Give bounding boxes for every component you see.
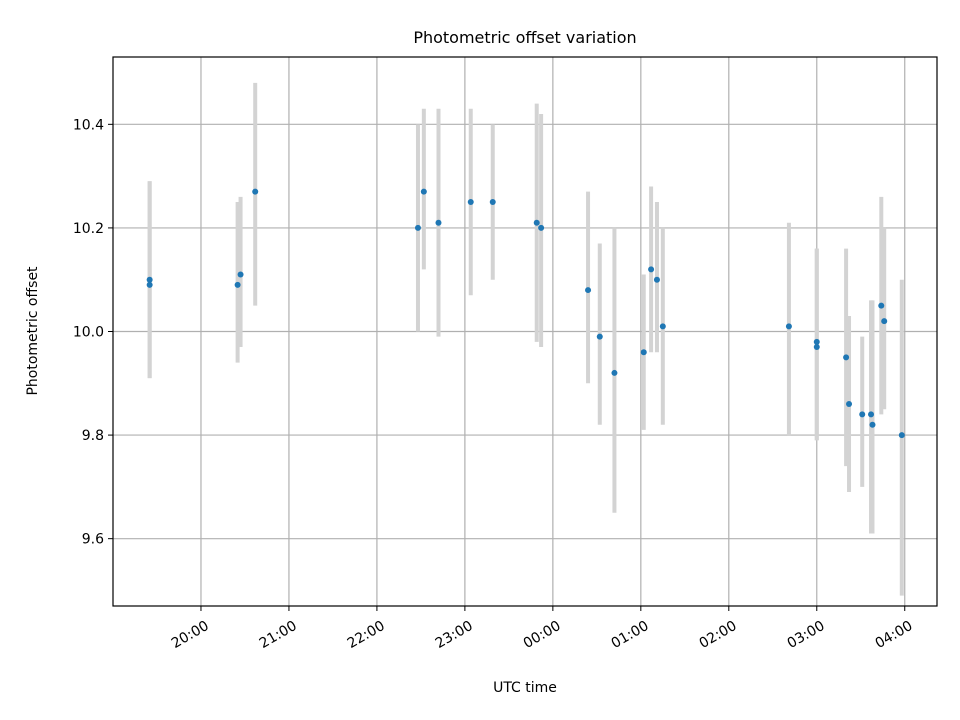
data-point bbox=[252, 188, 259, 195]
data-point bbox=[869, 421, 876, 428]
data-point bbox=[146, 281, 153, 288]
data-points bbox=[146, 188, 905, 439]
data-point bbox=[435, 219, 442, 226]
data-point bbox=[785, 323, 792, 330]
data-point bbox=[533, 219, 540, 226]
data-point bbox=[585, 287, 592, 294]
data-point bbox=[859, 411, 866, 418]
data-point bbox=[878, 302, 885, 309]
data-point bbox=[596, 333, 603, 340]
data-point bbox=[237, 271, 244, 278]
x-tick-label: 03:00 bbox=[785, 618, 828, 652]
y-axis: 9.6 9.8 10.0 10.2 10.4 bbox=[73, 117, 113, 548]
data-point bbox=[881, 318, 888, 325]
data-point bbox=[611, 369, 618, 376]
data-point bbox=[846, 401, 853, 408]
x-axis: 20:00 21:00 22:00 23:00 00:00 01:00 02:00 03:00… bbox=[169, 606, 916, 652]
data-point bbox=[414, 224, 421, 231]
data-point bbox=[898, 432, 905, 439]
x-tick-label: 04:00 bbox=[873, 618, 916, 652]
data-point bbox=[813, 338, 820, 345]
data-point bbox=[813, 344, 820, 351]
y-tick-label: 10.4 bbox=[73, 117, 104, 133]
x-tick-label: 23:00 bbox=[433, 618, 476, 652]
x-axis-label: UTC time bbox=[493, 680, 557, 696]
data-point bbox=[234, 281, 241, 288]
y-tick-label: 9.8 bbox=[82, 428, 104, 444]
data-point bbox=[640, 349, 647, 356]
x-tick-label: 02:00 bbox=[697, 618, 740, 652]
data-point bbox=[653, 276, 660, 283]
y-axis-label: Photometric offset bbox=[25, 266, 41, 396]
grid bbox=[113, 57, 937, 606]
data-point bbox=[146, 276, 153, 283]
data-point bbox=[489, 199, 496, 206]
data-point bbox=[648, 266, 655, 273]
data-point bbox=[843, 354, 850, 361]
data-point bbox=[538, 224, 545, 231]
y-tick-label: 9.6 bbox=[82, 532, 104, 548]
y-tick-label: 10.0 bbox=[73, 325, 104, 341]
data-point bbox=[420, 188, 427, 195]
y-tick-label: 10.2 bbox=[73, 221, 104, 237]
x-tick-label: 00:00 bbox=[521, 618, 564, 652]
x-tick-label: 22:00 bbox=[345, 618, 388, 652]
x-tick-label: 20:00 bbox=[169, 618, 212, 652]
data-point bbox=[467, 199, 474, 206]
x-tick-label: 01:00 bbox=[609, 618, 652, 652]
chart-title: Photometric offset variation bbox=[413, 28, 636, 47]
data-point bbox=[659, 323, 666, 330]
x-tick-label: 21:00 bbox=[257, 618, 300, 652]
data-point bbox=[868, 411, 875, 418]
